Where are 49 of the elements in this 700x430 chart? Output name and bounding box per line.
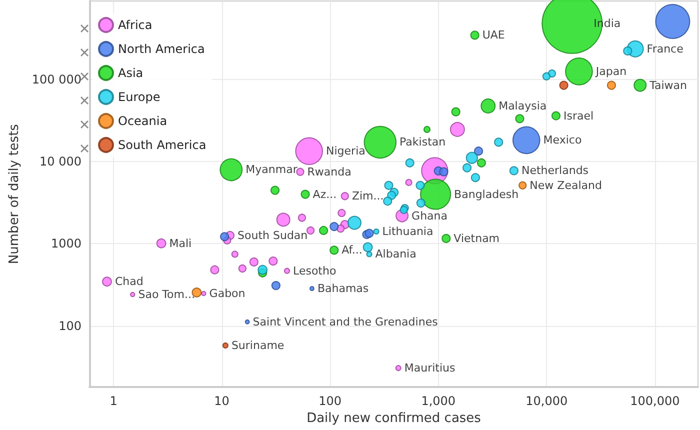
annotation: Rwanda — [307, 165, 352, 178]
annotation: France — [646, 42, 684, 56]
x-tick-label: 1,000 — [421, 394, 456, 408]
annotation: Saint Vincent and the Grenadines — [252, 315, 438, 328]
annotation: Af... — [342, 244, 362, 257]
annotation: Mexico — [543, 134, 582, 147]
y-axis-title: Number of daily tests — [7, 124, 22, 264]
annotation: Vietnam — [454, 232, 500, 245]
annotation: South Sudan — [238, 228, 308, 242]
annotation: Pakistan — [400, 136, 446, 149]
x-axis-title: Daily new confirmed cases — [306, 411, 482, 426]
y-tick-label: 1000 — [50, 236, 82, 251]
legend-label: Europe — [118, 90, 160, 104]
annotation: Sao Tom... — [138, 288, 195, 302]
annotation: Israel — [564, 109, 594, 122]
annotation: Suriname — [231, 338, 284, 352]
annotation: Lesotho — [293, 264, 336, 278]
x-tick-label: 100 — [318, 394, 342, 408]
legend-label: Asia — [118, 66, 144, 80]
annotation: Malaysia — [498, 99, 547, 112]
y-tick-label: 100 — [58, 318, 82, 333]
legend-label: Oceania — [118, 114, 168, 128]
annotation: Bahamas — [317, 282, 369, 296]
x-tick-label: 1 — [110, 394, 118, 408]
annotation: Bangladesh — [454, 188, 519, 201]
x-tick-label: 100,000 — [630, 394, 680, 408]
x-tick-label: 10,000 — [526, 394, 568, 408]
annotation: Albania — [375, 248, 416, 261]
legend-label: North America — [118, 42, 205, 56]
annotation: Gabon — [209, 286, 246, 300]
annotation: Lithuania — [382, 224, 434, 238]
annotation: Mauritius — [404, 362, 456, 375]
legend-label: Africa — [118, 18, 152, 32]
annotation: Az... — [312, 188, 337, 201]
annotation: Japan — [594, 64, 627, 78]
y-tick-label: 100 000 — [32, 72, 82, 86]
x-tick-label: 10 — [214, 394, 230, 408]
annotation: Myanmar — [246, 163, 298, 176]
annotation: Netherlands — [521, 164, 589, 178]
y-tick-label: 10 000 — [40, 154, 82, 169]
annotation: Ghana — [412, 209, 448, 222]
annotation: UAE — [482, 28, 505, 42]
annotation: Zim... — [352, 190, 384, 203]
annotation: Taiwan — [648, 78, 688, 92]
annotation: Nigeria — [326, 144, 366, 158]
annotation: Chad — [114, 275, 144, 288]
annotation: Mali — [169, 236, 192, 250]
legend-label: South America — [118, 138, 206, 152]
annotation: New Zealand — [530, 178, 602, 192]
